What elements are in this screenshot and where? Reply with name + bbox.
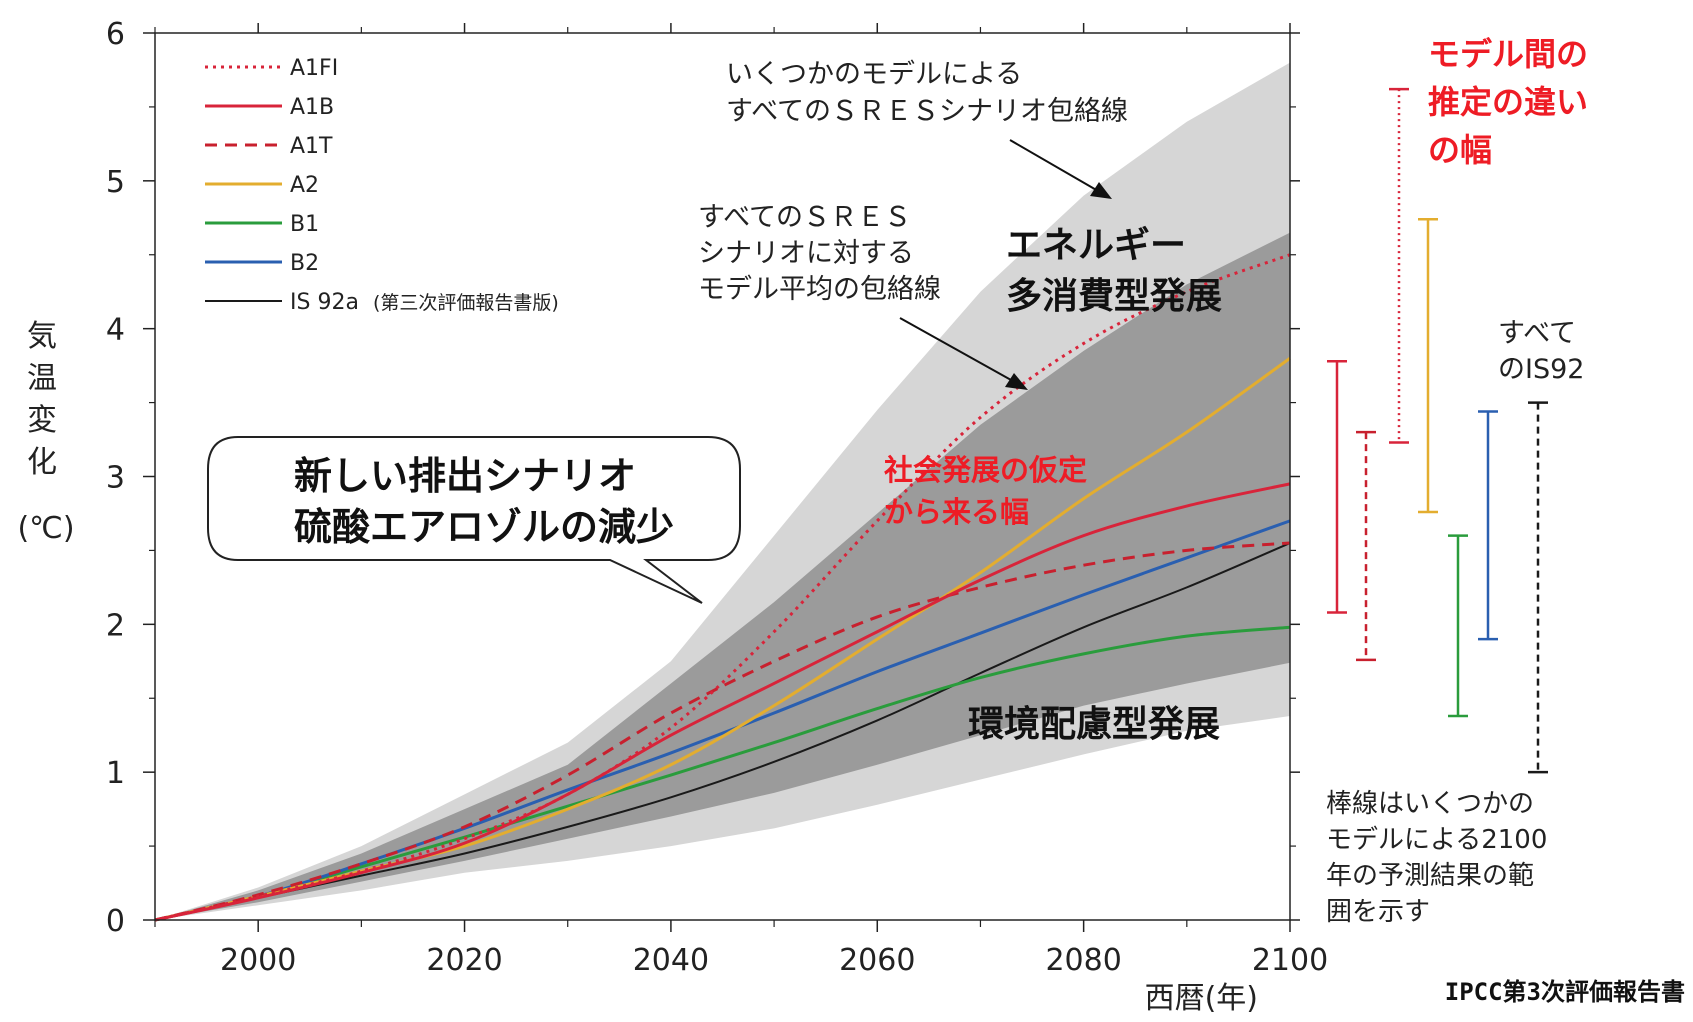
y-title-char-1: 気 xyxy=(27,319,57,354)
energy-label-2: 多消費型発展 xyxy=(1006,276,1222,317)
x-tick-label-2080: 2080 xyxy=(1045,943,1121,978)
all-is92-label-1: すべて xyxy=(1498,318,1576,349)
callout-line-1: 新しい排出シナリオ xyxy=(294,454,636,498)
bar-note-2: モデルによる2100 xyxy=(1326,825,1547,855)
outer-envelope-arrow-line xyxy=(1009,139,1106,196)
y-title-unit: (℃) xyxy=(17,511,74,546)
y-title-char-4: 化 xyxy=(27,445,57,480)
legend-label-a1t: A1T xyxy=(290,134,333,159)
x-tick-label-2000: 2000 xyxy=(220,943,296,978)
y-tick-label-3: 3 xyxy=(106,461,125,496)
inner-envelope-label-1: すべてのＳＲＥＳ xyxy=(698,202,911,233)
y-tick-label-5: 5 xyxy=(106,165,125,200)
callout-line-2: 硫酸エアロゾルの減少 xyxy=(294,505,674,549)
series-line-a1fi xyxy=(154,253,1291,922)
model-diff-label-2: 推定の違い xyxy=(1428,83,1588,121)
inner-envelope-arrow-line xyxy=(899,317,1021,386)
outer-envelope-arrow-head xyxy=(1090,182,1112,199)
y-tick-label-1: 1 xyxy=(106,756,125,791)
legend-label-a1b: A1B xyxy=(290,95,334,120)
y-axis-title: 気 温 変 化 (℃) xyxy=(17,319,74,546)
y-tick-label-0: 0 xyxy=(106,904,125,939)
x-axis-title: 西暦(年) xyxy=(1145,981,1258,1016)
range-bars xyxy=(1327,87,1548,774)
legend-sublabel-is92a: (第三次評価報告書版) xyxy=(373,292,559,314)
axis-ticks: 0 1 2 3 4 5 6 2000 2020 2040 2060 2080 2100 xyxy=(106,17,1328,978)
bar-note-4: 囲を示す xyxy=(1326,897,1430,927)
series-line-b1 xyxy=(154,625,1291,922)
model-diff-label-3: の幅 xyxy=(1428,131,1492,169)
x-tick-label-2060: 2060 xyxy=(839,943,915,978)
series-lines xyxy=(154,253,1291,922)
legend: A1FI A1B A1T A2 B1 B2 IS 92a (第三次評価報告書版) xyxy=(205,56,559,315)
all-is92-label-2: のIS92 xyxy=(1498,354,1584,385)
x-tick-label-2040: 2040 xyxy=(633,943,709,978)
y-tick-label-2: 2 xyxy=(106,608,125,643)
legend-label-a2: A2 xyxy=(290,173,319,198)
bar-note-3: 年の予測結果の範 xyxy=(1326,861,1534,891)
outer-envelope-label-1: いくつかのモデルによる xyxy=(726,59,1022,90)
envelopes xyxy=(155,62,1290,921)
model-diff-label-1: モデル間の xyxy=(1428,35,1588,73)
inner-envelope-arrow-head xyxy=(1005,373,1028,390)
y-title-char-2: 温 xyxy=(27,361,57,396)
x-tick-label-2020: 2020 xyxy=(426,943,502,978)
inner-envelope-label-2: シナリオに対する xyxy=(698,238,914,269)
social-label-2: から来る幅 xyxy=(884,495,1029,529)
y-tick-label-6: 6 xyxy=(106,17,125,52)
x-tick-label-2100: 2100 xyxy=(1252,943,1328,978)
inner-envelope-area xyxy=(155,232,1290,920)
series-line-is92a xyxy=(154,542,1291,921)
source-credit: IPCC第3次評価報告書 xyxy=(1445,978,1685,1006)
inner-envelope-label-3: モデル平均の包絡線 xyxy=(698,274,941,305)
outer-envelope-label-2: すべてのＳＲＥＳシナリオ包絡線 xyxy=(726,96,1128,127)
environment-label: 環境配慮型発展 xyxy=(968,704,1220,745)
legend-label-is92a: IS 92a xyxy=(290,290,359,315)
social-label-1: 社会発展の仮定 xyxy=(884,453,1087,487)
energy-label-1: エネルギー xyxy=(1006,225,1186,266)
series-line-a1t xyxy=(154,541,1291,922)
legend-label-b1: B1 xyxy=(290,212,319,237)
callout-bubble xyxy=(207,436,741,604)
legend-label-b2: B2 xyxy=(290,251,319,276)
legend-label-a1fi: A1FI xyxy=(290,56,338,81)
bar-note-1: 棒線はいくつかの xyxy=(1326,789,1534,819)
y-title-char-3: 変 xyxy=(27,403,57,438)
y-tick-label-4: 4 xyxy=(106,313,125,348)
